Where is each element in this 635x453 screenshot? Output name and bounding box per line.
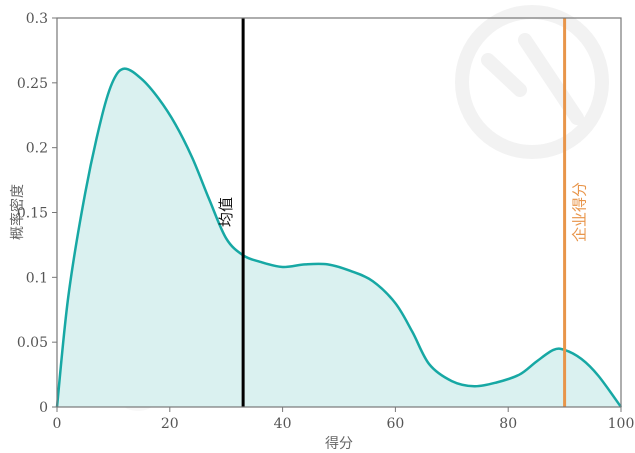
y-axis-ticks: 0 0.05 0.1 0.15 0.2 0.25 0.3 [17, 11, 57, 416]
x-tick-label: 60 [386, 416, 404, 432]
y-tick-label: 0.15 [17, 206, 48, 222]
x-tick-label: 100 [608, 416, 635, 432]
density-curve-line [55, 67, 623, 408]
mean-line-label: 均值 [217, 197, 235, 227]
y-tick-label: 0.1 [26, 270, 48, 286]
y-tick-label: 0.2 [26, 141, 48, 157]
y-tick-label: 0.05 [17, 335, 48, 351]
company-score-label: 企业得分 [571, 182, 589, 242]
x-tick-label: 40 [274, 416, 292, 432]
x-tick-label: 0 [53, 416, 62, 432]
density-area-fill [57, 68, 621, 407]
x-axis-title: 得分 [325, 435, 353, 452]
x-axis-ticks: 0 20 40 60 80 100 [53, 407, 635, 432]
y-tick-label: 0 [39, 400, 48, 416]
y-axis-title: 概率密度 [9, 184, 26, 240]
x-tick-label: 20 [161, 416, 179, 432]
x-tick-label: 80 [499, 416, 517, 432]
plot-area [55, 67, 623, 408]
y-tick-label: 0.25 [17, 76, 48, 92]
y-tick-label: 0.3 [26, 11, 48, 27]
